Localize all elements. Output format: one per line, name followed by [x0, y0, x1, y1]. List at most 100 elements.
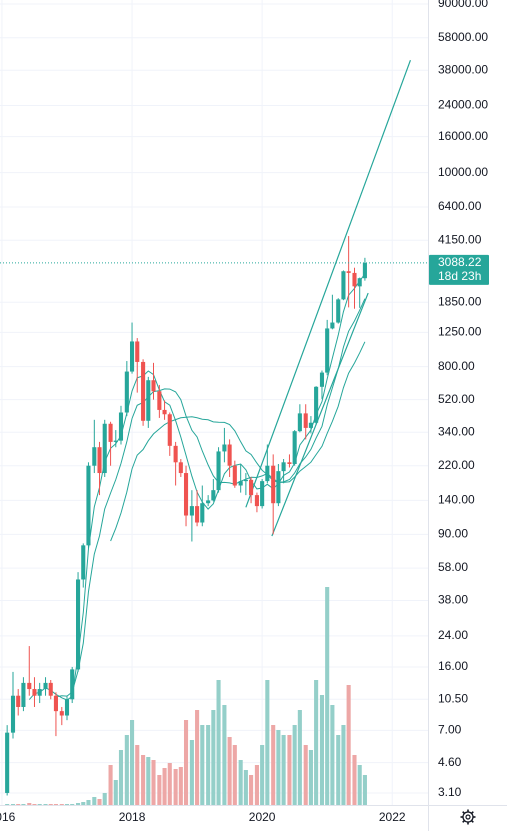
y-tick-label: 90000.00 [438, 0, 488, 10]
volume-bar [346, 685, 351, 805]
volume-bar [48, 804, 53, 805]
volume-bar [249, 775, 254, 805]
last-price-label: 3088.22 [438, 255, 482, 269]
candle-body [206, 500, 211, 504]
volume-bar [76, 803, 81, 805]
candle-body [167, 414, 172, 446]
candle-body [227, 444, 232, 466]
volume-bar [16, 804, 21, 805]
volume-bar [59, 804, 64, 805]
candle-body [53, 695, 58, 712]
y-tick-label: 16000.00 [438, 129, 488, 143]
volume-bar [206, 725, 211, 805]
candle-body [118, 412, 124, 441]
volume-bar [64, 804, 70, 805]
y-tick-label: 16.00 [438, 659, 468, 673]
candle-body [189, 506, 194, 516]
candle-body [162, 409, 167, 415]
candle-body [314, 386, 319, 423]
volume-bar [211, 710, 216, 805]
candle-body [336, 299, 341, 323]
volume-bar [167, 763, 172, 805]
moving-average [110, 341, 366, 542]
volume-bar [330, 705, 335, 805]
volume-bar [319, 695, 325, 805]
countdown-label: 18d 23h [438, 269, 481, 283]
volume-bar [243, 770, 248, 805]
candle-body [157, 391, 162, 410]
y-tick-label: 1850.00 [438, 294, 482, 308]
volume-bar [314, 680, 319, 805]
volume-bar [281, 735, 286, 805]
volume-bar [5, 804, 10, 805]
volume-bar [303, 745, 308, 805]
candle-body [238, 481, 243, 486]
candle-body [195, 506, 200, 523]
volume-bar [222, 705, 227, 805]
candle-body [59, 711, 64, 716]
candle-body [325, 328, 330, 373]
volume-bar [216, 680, 221, 805]
candle-body [232, 465, 237, 486]
y-tick-label: 6400.00 [438, 199, 482, 213]
gear-center [465, 814, 471, 820]
candle-body [16, 695, 21, 707]
y-tick-label: 220.00 [438, 458, 475, 472]
volume-bar [357, 765, 362, 805]
candle-body [281, 462, 286, 472]
candle-body [352, 272, 357, 287]
volume-bar [43, 804, 48, 805]
candle-body [303, 413, 308, 428]
volume-bar [92, 797, 97, 805]
axes: 90000.00 58000.00 38000.00 24000.00 16000.00… [0, 0, 489, 824]
volume-bar [86, 800, 91, 805]
candle-body [260, 481, 265, 507]
volume-bar [254, 765, 259, 805]
candle-body [211, 490, 216, 501]
candle-body [319, 372, 325, 387]
candle-body [249, 479, 254, 496]
volume-bar [27, 803, 32, 805]
candle-body [151, 380, 156, 392]
candle-body [271, 465, 276, 504]
candle-body [222, 444, 227, 452]
y-tick-label: 4.60 [438, 755, 462, 769]
volume-bar [238, 760, 243, 805]
candle-body [27, 682, 32, 690]
y-tick-label: 10.50 [438, 691, 468, 705]
x-tick-label: 2016 [0, 810, 16, 824]
plot-area [0, 0, 428, 805]
volume-bar [146, 757, 151, 805]
candle-body [265, 465, 270, 482]
candle-body [276, 471, 281, 504]
candle-body [146, 380, 151, 421]
volume-bar [336, 735, 341, 805]
y-tick-label: 10000.00 [438, 165, 488, 179]
candle-body [21, 682, 26, 707]
candle-body [200, 503, 205, 523]
candle-body [216, 451, 221, 491]
y-tick-label: 3.10 [438, 785, 462, 799]
settings-button[interactable] [460, 809, 476, 825]
volume-bar [189, 740, 194, 805]
candle-body [308, 422, 313, 428]
volume-bar [108, 765, 113, 805]
volume-bar [70, 804, 75, 805]
volume-bar [173, 769, 178, 805]
volume-bar [297, 710, 302, 805]
y-tick-label: 58.00 [438, 560, 468, 574]
candle-body [108, 423, 113, 442]
trend-line [245, 59, 412, 508]
last-price-box [429, 254, 489, 285]
candle-body [254, 495, 259, 507]
y-tick-label: 58000.00 [438, 30, 488, 44]
volume-bar [352, 755, 357, 805]
candle-body [5, 732, 10, 793]
volume-bar [276, 730, 281, 805]
volume-bar [157, 775, 162, 805]
volume-bar [102, 793, 107, 805]
volume-bar [195, 710, 200, 805]
y-tick-label: 90.00 [438, 527, 468, 541]
volume-bar [341, 725, 346, 805]
x-tick-label: 2022 [379, 810, 406, 824]
